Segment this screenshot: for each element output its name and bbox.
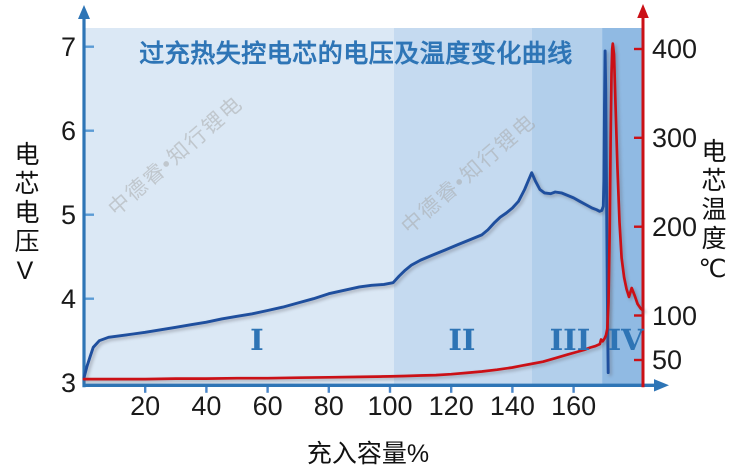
region-band-I	[84, 28, 394, 387]
y-right-tick-label: 50	[652, 344, 683, 375]
y-right-tick-label: 200	[652, 211, 698, 242]
region-label-IV: IV	[607, 323, 644, 357]
region-band-II	[394, 28, 532, 387]
region-label-I: I	[250, 323, 264, 357]
y-right-tick-label: 300	[652, 122, 698, 153]
x-axis-arrow-icon	[654, 379, 669, 392]
temperature-curve	[82, 42, 645, 381]
y-right-axis-arrow-icon	[637, 4, 649, 18]
x-tick-label: 80	[313, 391, 344, 421]
y-left-axis-arrow-icon	[78, 5, 90, 19]
y-left-tick-label: 3	[60, 367, 76, 398]
y-left-tick-label: 6	[60, 115, 76, 146]
y-right-axis-label: 电芯温度℃	[698, 138, 726, 287]
x-tick-label: 100	[367, 391, 413, 421]
y-left-tick-label: 5	[60, 199, 76, 230]
y-right-tick-label: 100	[652, 300, 698, 331]
x-tick-label: 60	[252, 391, 283, 421]
voltage-curve	[82, 49, 610, 380]
y-right-tick-label: 400	[652, 33, 698, 64]
y-left-tick-label: 7	[60, 31, 76, 62]
x-tick-label: 40	[191, 391, 222, 421]
region-label-II: II	[448, 323, 476, 357]
chart-title: 过充热失控电芯的电压及温度变化曲线	[139, 40, 573, 68]
region-label-III: III	[549, 323, 591, 357]
y-left-axis-label: 电芯电压V	[11, 141, 39, 289]
x-tick-label: 120	[428, 391, 474, 421]
y-left-tick-label: 4	[60, 283, 76, 314]
x-tick-label: 20	[130, 391, 161, 421]
x-tick-label: 160	[551, 391, 597, 421]
x-tick-label: 140	[489, 391, 535, 421]
x-axis-label: 充入容量%	[306, 440, 430, 468]
